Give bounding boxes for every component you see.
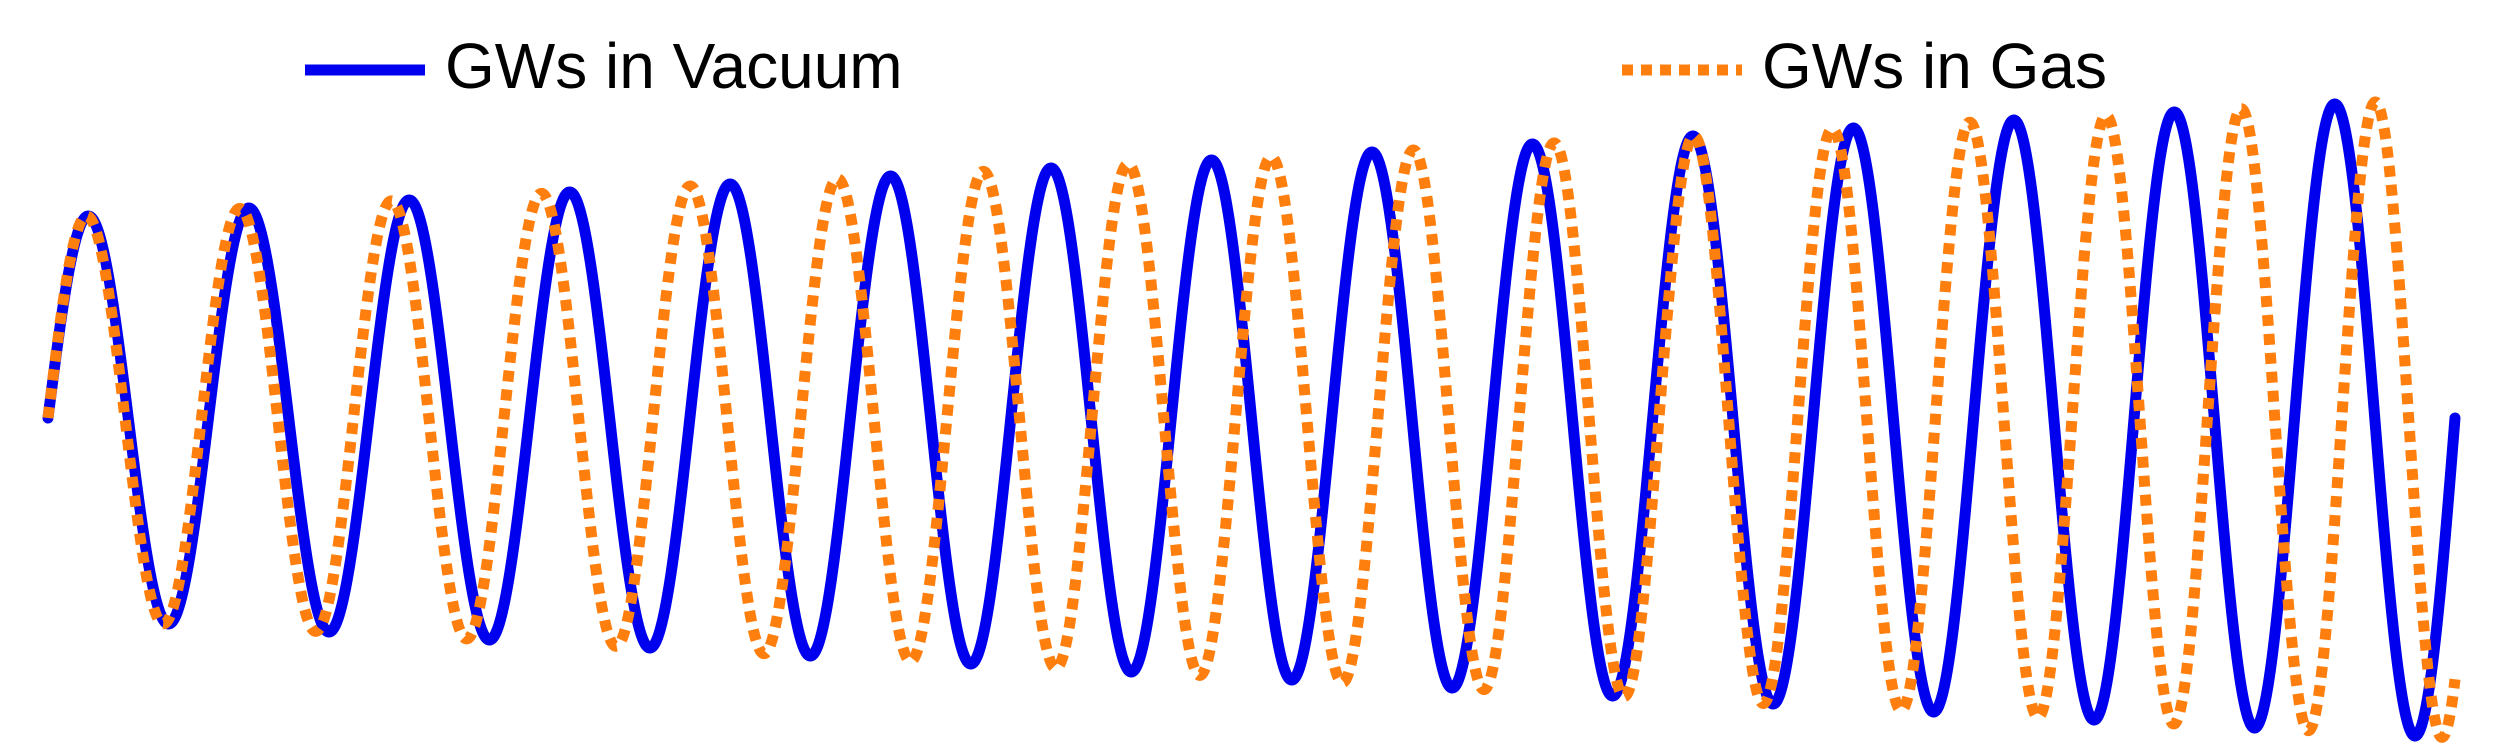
plot-area bbox=[42, 96, 2461, 743]
series-line-vacuum bbox=[42, 98, 2461, 742]
legend-label-vacuum: GWs in Vacuum bbox=[445, 30, 903, 102]
legend-label-gas: GWs in Gas bbox=[1762, 30, 2107, 102]
legend: GWs in Vacuum GWs in Gas bbox=[305, 30, 2107, 102]
